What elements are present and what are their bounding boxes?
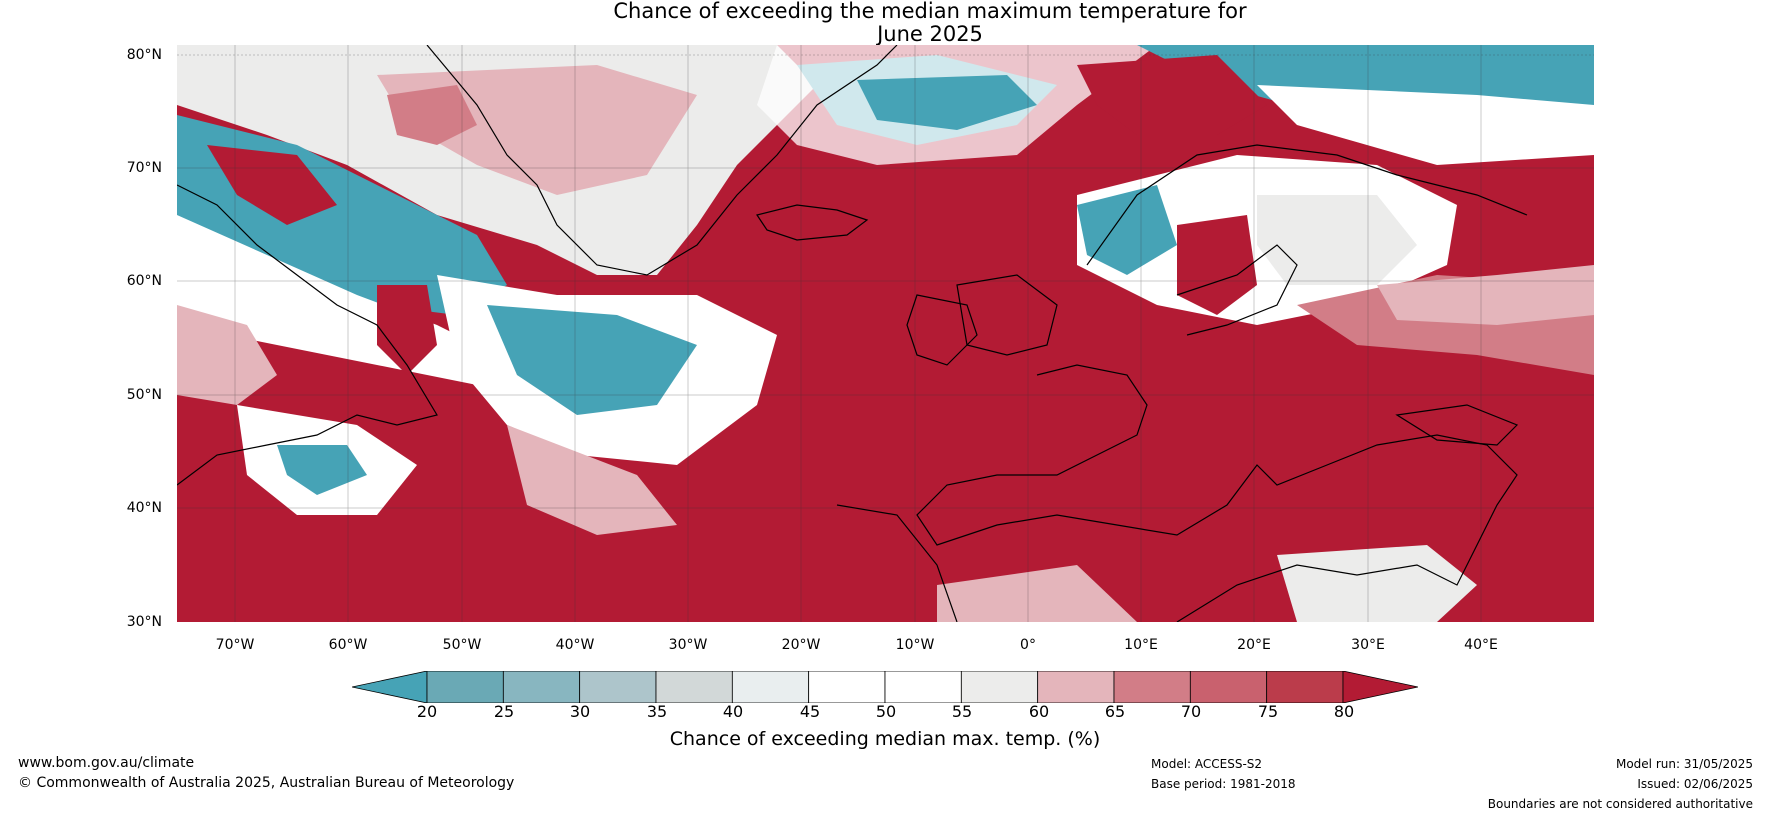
lon-label-10w: 10°W	[895, 637, 935, 653]
colorbar-extend-high	[1342, 671, 1418, 703]
region-atlantic-pink	[507, 425, 677, 535]
map-title-line1: Chance of exceeding the median maximum t…	[613, 0, 1247, 23]
colorbar-tick: 55	[951, 702, 973, 721]
region-us-pink	[177, 305, 277, 405]
lon-label-40e: 40°E	[1464, 637, 1498, 653]
colorbar-tick: 25	[493, 702, 515, 721]
lon-label-40w: 40°W	[555, 637, 595, 653]
region-scandinavia-red	[1177, 215, 1257, 315]
lat-label-30n: 30°N	[126, 614, 162, 630]
map-title-line2: June 2025	[877, 22, 983, 46]
colorbar-tick: 20	[416, 702, 438, 721]
region-us-cold	[277, 445, 367, 495]
lat-label-40n: 40°N	[126, 500, 162, 516]
lat-label-50n: 50°N	[126, 387, 162, 403]
lat-label-70n: 70°N	[126, 160, 162, 176]
colorbar-extend-low	[352, 671, 428, 703]
graticule	[177, 45, 1594, 622]
footer-model: Model: ACCESS-S2	[1151, 757, 1263, 771]
region-finland-light	[1257, 195, 1417, 285]
footer-model-run: Model run: 31/05/2025	[1615, 757, 1753, 771]
colorbar-segment	[808, 671, 886, 703]
colorbar-segment	[655, 671, 733, 703]
colorbar-tick: 80	[1333, 702, 1355, 721]
lon-label-30e: 30°E	[1351, 637, 1385, 653]
region-arctic-east-white	[1257, 85, 1594, 165]
colorbar-segment	[502, 671, 581, 703]
region-labrador-red	[377, 285, 437, 375]
footer-base-period: Base period: 1981-2018	[1151, 777, 1296, 791]
footer-copyright: © Commonwealth of Australia 2025, Austra…	[18, 775, 515, 791]
colorbar-tick: 35	[646, 702, 668, 721]
region-eeurope-light	[1377, 265, 1594, 325]
colorbar-tick: 45	[799, 702, 821, 721]
coastlines	[177, 45, 1528, 622]
probability-map	[177, 45, 1594, 622]
footer-website: www.bom.gov.au/climate	[18, 755, 195, 771]
colorbar-tick: 60	[1028, 702, 1050, 721]
colorbar-segment	[1113, 671, 1191, 703]
colorbar-segment	[731, 671, 810, 703]
region-mideast-light	[1277, 545, 1477, 622]
lon-label-60w: 60°W	[328, 637, 368, 653]
lon-label-20e: 20°E	[1237, 637, 1271, 653]
colorbar-label: Chance of exceeding median max. temp. (%…	[669, 728, 1101, 750]
lon-label-70w: 70°W	[215, 637, 255, 653]
region-scandinavia-cold	[1077, 185, 1177, 275]
colorbar-tick: 70	[1180, 702, 1202, 721]
footer-disclaimer: Boundaries are not considered authoritat…	[1487, 797, 1753, 811]
region-arctic-cold-2	[857, 75, 1037, 130]
colorbar-segment	[1266, 671, 1344, 703]
region-labrador-cold	[487, 305, 697, 415]
lat-label-80n: 80°N	[126, 47, 162, 63]
lon-label-0: 0°	[1020, 637, 1036, 653]
region-sahara-pink	[937, 565, 1137, 622]
lon-label-10e: 10°E	[1124, 637, 1158, 653]
region-baffin-red	[207, 145, 337, 225]
map-title: Chance of exceeding the median maximum t…	[0, 0, 1770, 46]
colorbar-segment	[884, 671, 962, 703]
colorbar-tick: 75	[1257, 702, 1279, 721]
colorbar-tick: 30	[569, 702, 591, 721]
colorbar-segment	[1189, 671, 1268, 703]
colorbar-segment	[1037, 671, 1115, 703]
colorbar-tick: 50	[875, 702, 897, 721]
region-svalbard-red	[1077, 55, 1267, 135]
lat-label-60n: 60°N	[126, 273, 162, 289]
colorbar-segment	[426, 671, 504, 703]
colorbar	[352, 671, 1418, 703]
region-greenland-red	[387, 85, 477, 145]
lon-label-30w: 30°W	[668, 637, 708, 653]
footer-issued: Issued: 02/06/2025	[1637, 777, 1753, 791]
colorbar-segment	[579, 671, 657, 703]
colorbar-segment	[960, 671, 1039, 703]
colorbar-tick: 65	[1104, 702, 1126, 721]
lon-label-20w: 20°W	[781, 637, 821, 653]
colorbar-tick: 40	[722, 702, 744, 721]
lon-label-50w: 50°W	[442, 637, 482, 653]
